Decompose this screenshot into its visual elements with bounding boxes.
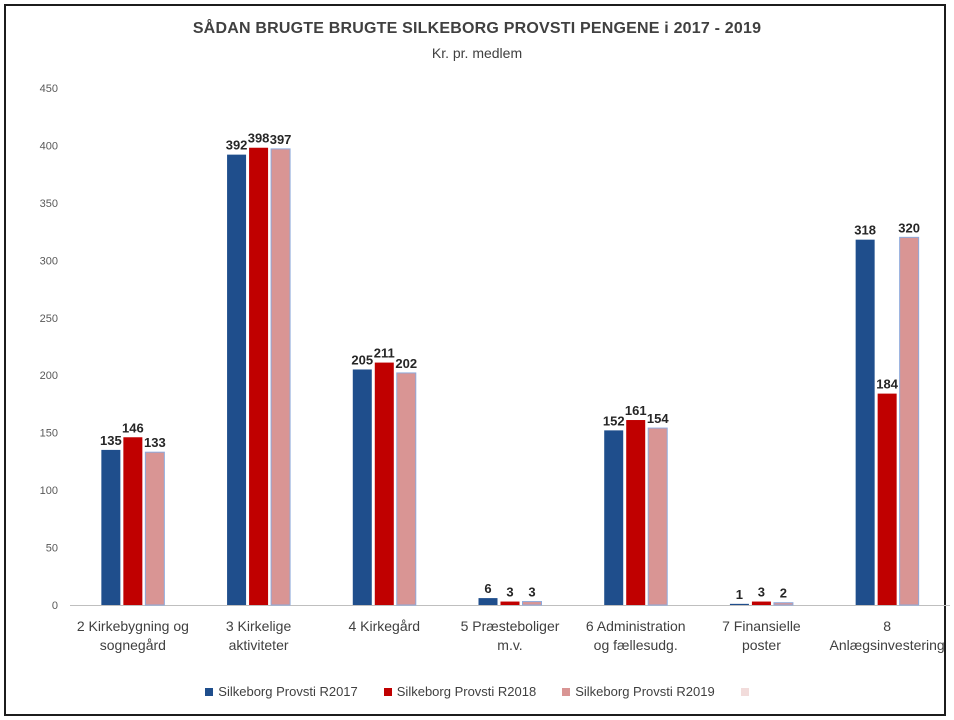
y-tick-label: 50 <box>46 543 58 555</box>
category-label: 6 Administration <box>586 618 686 634</box>
legend-label: Silkeborg Provsti R2018 <box>396 684 537 699</box>
bar-1 <box>604 430 624 605</box>
data-label: 398 <box>248 131 270 146</box>
bar-1 <box>227 154 247 605</box>
data-label: 133 <box>144 435 166 450</box>
bar-2 <box>500 601 520 605</box>
category-label: 8 <box>883 618 891 634</box>
category-label: aktiviteter <box>229 637 289 653</box>
category-label: 5 Præsteboliger <box>461 618 560 634</box>
data-label: 2 <box>780 586 787 601</box>
bar-3 <box>144 451 165 606</box>
category-label: Anlægsinvestering <box>830 637 945 653</box>
category-label: 3 Kirkelige <box>226 618 292 634</box>
data-label: 318 <box>854 223 876 238</box>
data-label: 392 <box>226 138 248 153</box>
legend-item-empty <box>740 684 749 699</box>
bar-3 <box>270 148 291 606</box>
bar-3 <box>899 236 920 606</box>
data-label: 397 <box>270 132 292 147</box>
data-label: 152 <box>603 413 625 428</box>
data-label: 3 <box>528 585 535 600</box>
bar-2 <box>249 147 269 605</box>
data-label: 202 <box>395 356 417 371</box>
data-label: 3 <box>758 585 765 600</box>
data-label: 135 <box>100 433 122 448</box>
bar-1 <box>101 449 121 605</box>
bar-2 <box>877 393 897 605</box>
legend-swatch <box>562 687 571 696</box>
chart-title: SÅDAN BRUGTE BRUGTE SILKEBORG PROVSTI PE… <box>192 20 762 37</box>
data-label: 205 <box>351 352 373 367</box>
category-label: poster <box>742 637 781 653</box>
bar-1 <box>729 603 749 605</box>
bar-3 <box>647 427 668 606</box>
y-tick-label: 100 <box>40 485 58 497</box>
category-label: og fællesudg. <box>594 637 678 653</box>
y-tick-label: 200 <box>40 370 58 382</box>
category-label: 4 Kirkegård <box>348 618 420 634</box>
category-label: m.v. <box>497 637 522 653</box>
legend-swatch <box>740 687 749 696</box>
y-tick-label: 450 <box>40 83 58 95</box>
data-label: 184 <box>876 377 898 392</box>
category-label: sognegård <box>100 637 166 653</box>
bar-2 <box>751 601 771 605</box>
legend-swatch <box>383 687 392 696</box>
bar-1 <box>352 369 372 605</box>
y-tick-label: 300 <box>40 255 58 267</box>
legend-item: Silkeborg Provsti R2019 <box>562 684 715 699</box>
y-tick-label: 150 <box>40 428 58 440</box>
bar-1 <box>478 598 498 605</box>
data-label: 211 <box>374 346 395 361</box>
bar-2 <box>374 362 394 605</box>
data-label: 6 <box>484 581 491 596</box>
data-label: 161 <box>625 403 647 418</box>
bar-3 <box>522 601 542 606</box>
legend-item: Silkeborg Provsti R2018 <box>383 684 537 699</box>
legend-item: Silkeborg Provsti R2017 <box>205 684 358 699</box>
y-tick-label: 350 <box>40 198 58 210</box>
category-label: 7 Finansielle <box>722 618 801 634</box>
data-label: 320 <box>898 220 920 235</box>
bar-2 <box>626 420 646 605</box>
y-tick-label: 400 <box>40 140 58 152</box>
legend-swatch <box>205 687 214 696</box>
legend-label: Silkeborg Provsti R2019 <box>575 684 715 699</box>
y-tick-label: 0 <box>52 600 58 612</box>
bar-2 <box>123 437 143 605</box>
chart-subtitle: Kr. pr. medlem <box>431 45 523 61</box>
data-label: 154 <box>647 411 669 426</box>
bar-3 <box>773 602 794 606</box>
chart-legend: Silkeborg Provsti R2017 Silkeborg Provsti… <box>0 684 954 699</box>
data-label: 146 <box>122 420 144 435</box>
bar-3 <box>396 372 417 606</box>
bar-1 <box>855 239 875 606</box>
data-label: 1 <box>736 587 743 602</box>
y-tick-label: 250 <box>40 313 58 325</box>
data-label: 3 <box>506 585 513 600</box>
category-label: 2 Kirkebygning og <box>77 618 189 634</box>
legend-label: Silkeborg Provsti R2017 <box>218 684 358 699</box>
